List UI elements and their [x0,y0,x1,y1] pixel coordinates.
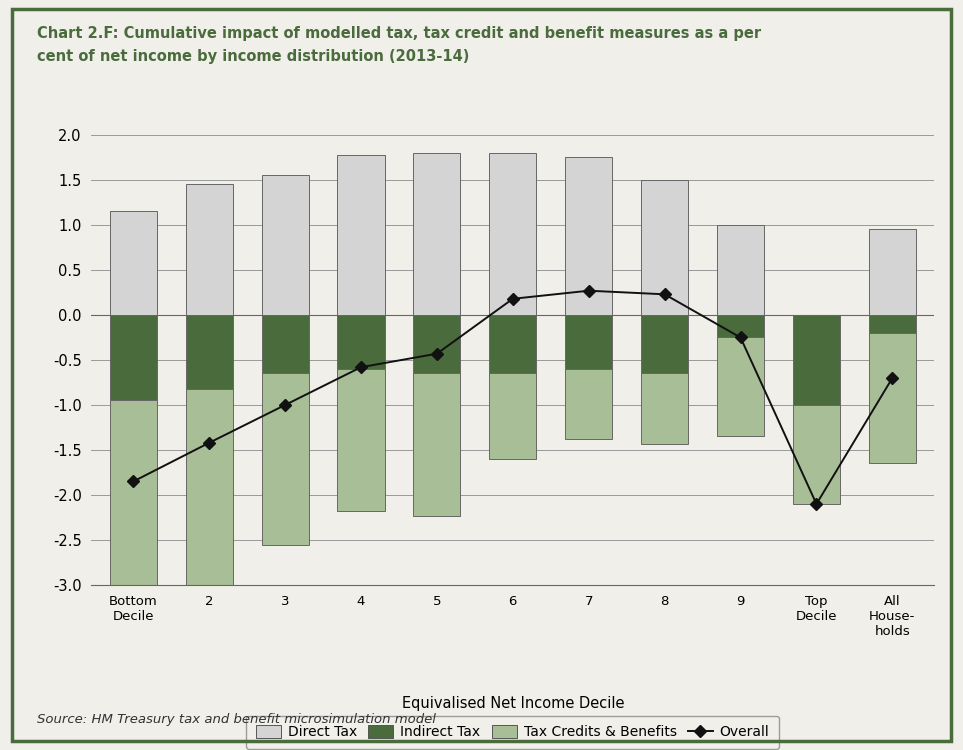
Bar [565,369,612,440]
Bar [110,315,157,400]
Bar [793,315,840,405]
Bar [262,176,308,315]
Bar [565,315,612,369]
Bar [489,374,536,459]
Bar [413,374,460,516]
Bar [337,315,384,369]
Legend: Direct Tax, Indirect Tax, Tax Credits & Benefits, Overall: Direct Tax, Indirect Tax, Tax Credits & … [247,716,779,749]
Text: Source: HM Treasury tax and benefit microsimulation model: Source: HM Treasury tax and benefit micr… [37,713,435,726]
Bar [489,315,536,374]
Bar [337,154,384,315]
Bar [869,333,916,464]
Bar [337,369,384,512]
Bar [489,153,536,315]
Bar [869,315,916,333]
Bar [262,315,308,374]
Bar [262,374,308,544]
X-axis label: Equivalised Net Income Decile: Equivalised Net Income Decile [402,696,624,711]
Bar [869,230,916,315]
Bar [565,158,612,315]
Bar [413,315,460,374]
Bar [186,315,233,388]
Bar [641,315,689,374]
Bar [186,184,233,315]
Bar [793,405,840,504]
Text: Chart 2.F: Cumulative impact of modelled tax, tax credit and benefit measures as: Chart 2.F: Cumulative impact of modelled… [37,26,761,41]
Bar [641,180,689,315]
Text: cent of net income by income distribution (2013-14): cent of net income by income distributio… [37,49,469,64]
Bar [717,338,764,436]
Bar [717,315,764,338]
Bar [186,388,233,585]
Bar [641,374,689,444]
Bar [717,225,764,315]
Bar [413,153,460,315]
Bar [110,211,157,315]
Bar [110,400,157,590]
